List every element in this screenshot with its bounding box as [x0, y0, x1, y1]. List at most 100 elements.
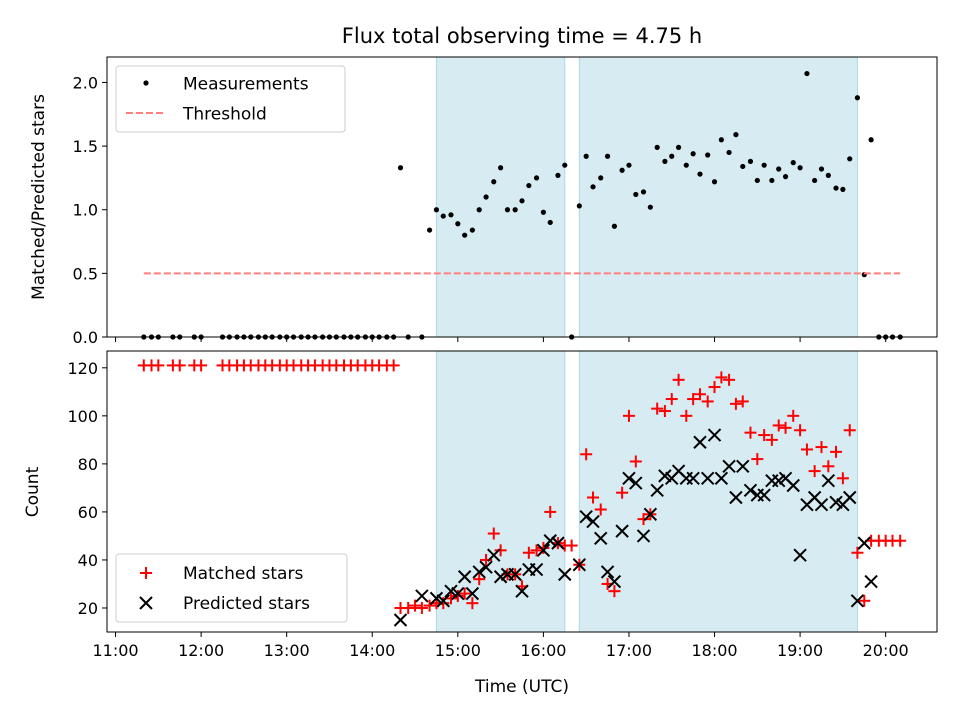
- predicted-star-point: [465, 586, 480, 601]
- measurement-point: [604, 153, 611, 159]
- measurement-point: [598, 175, 604, 181]
- bottom-legend-box: [115, 553, 348, 623]
- measurement-point: [697, 171, 703, 177]
- bot-shaded-region-1: [578, 350, 858, 633]
- matched-star-point: [729, 397, 742, 410]
- matched-star-point: [787, 409, 800, 422]
- measurement-point: [718, 137, 724, 143]
- measurement-point: [847, 156, 853, 162]
- predicted-star-point: [479, 560, 493, 574]
- matched-star-point: [822, 460, 835, 473]
- measurement-point: [754, 177, 760, 184]
- measurement-point: [519, 198, 525, 204]
- measurement-point: [782, 174, 789, 180]
- matched-star-point: [744, 426, 757, 439]
- matched-star-point: [544, 505, 557, 518]
- legend-measurements-marker: [143, 80, 149, 86]
- top-shaded-region-0: [435, 56, 566, 338]
- predicted-star-point: [843, 490, 857, 505]
- bot-y-tick-label: 20: [78, 599, 98, 618]
- bot-y-tick-label: 60: [78, 503, 98, 522]
- matched-star-point: [580, 448, 593, 461]
- predicted-star-point: [529, 562, 544, 577]
- measurement-point: [733, 132, 739, 138]
- measurement-point: [747, 158, 754, 164]
- matched-star-point: [594, 503, 607, 516]
- matched-star-point: [587, 491, 600, 504]
- measurement-point: [555, 172, 561, 178]
- bottom-plot-area: [137, 359, 907, 627]
- legend-matched-label: Matched stars: [183, 564, 303, 584]
- x-tick-label: 19:00: [777, 641, 823, 660]
- top-panel: 0.00.51.01.52.0 Matched/Predicted stars …: [29, 56, 938, 347]
- bot-y-tick-label: 120: [67, 359, 98, 378]
- measurement-point: [512, 207, 518, 213]
- predicted-star-point: [629, 476, 643, 490]
- x-tick-label: 17:00: [606, 641, 652, 660]
- matched-star-point: [715, 371, 728, 384]
- matched-star-point: [637, 513, 650, 526]
- measurement-point: [790, 160, 796, 166]
- matched-star-point: [687, 393, 700, 406]
- measurement-point: [426, 227, 433, 233]
- predicted-star-point: [757, 488, 771, 502]
- predicted-star-point: [579, 510, 593, 524]
- x-tick-label: 20:00: [863, 641, 909, 660]
- measurement-point: [619, 167, 625, 173]
- predicted-star-point: [436, 594, 450, 608]
- measurement-point: [448, 212, 454, 218]
- chart-title: Flux total observing time = 4.75 h: [342, 24, 702, 48]
- predicted-star-point: [515, 584, 529, 598]
- matched-star-point: [487, 527, 500, 540]
- measurement-point: [726, 149, 732, 156]
- matched-star-point: [494, 544, 507, 557]
- top-y-tick-label: 0.0: [73, 328, 98, 347]
- measurement-point: [833, 185, 839, 191]
- matched-star-point: [665, 393, 678, 406]
- matched-star-point: [616, 486, 629, 499]
- matched-star-point: [466, 597, 479, 610]
- measurement-point: [462, 232, 468, 238]
- predicted-star-point: [850, 594, 865, 608]
- measurement-point: [433, 207, 440, 213]
- predicted-star-point: [600, 565, 615, 579]
- x-tick-label: 14:00: [349, 641, 395, 660]
- matched-star-point: [622, 409, 635, 422]
- measurement-point: [825, 172, 831, 178]
- predicted-star-point: [536, 543, 551, 558]
- matched-star-point: [758, 429, 771, 442]
- matched-star-point: [894, 534, 907, 547]
- matched-star-point: [830, 445, 843, 458]
- measurement-point: [547, 219, 553, 226]
- measurement-point: [705, 152, 711, 158]
- measurement-point: [640, 189, 647, 195]
- matched-star-point: [473, 573, 486, 586]
- predicted-star-point: [415, 589, 429, 603]
- predicted-star-point: [451, 586, 465, 601]
- measurement-point: [690, 151, 696, 157]
- measurement-point: [683, 162, 689, 168]
- measurement-point: [711, 179, 718, 185]
- measurement-point: [576, 203, 582, 209]
- x-tick-label: 11:00: [93, 641, 139, 660]
- predicted-star-point: [393, 613, 408, 627]
- matched-star-point: [458, 587, 471, 600]
- measurement-point: [854, 95, 861, 101]
- matched-star-point: [672, 373, 685, 386]
- measurement-point: [504, 207, 511, 213]
- predicted-star-point: [864, 574, 878, 589]
- measurement-point: [797, 165, 803, 171]
- matched-star-point: [152, 359, 165, 372]
- predicted-star-point: [543, 534, 557, 548]
- matched-star-point: [629, 455, 642, 468]
- measurement-point: [647, 204, 653, 210]
- measurement-point: [526, 182, 532, 189]
- matched-star-point: [173, 359, 186, 372]
- predicted-star-point: [572, 558, 587, 572]
- matched-star-point: [680, 409, 693, 422]
- top-legend-box: [115, 65, 346, 133]
- predicted-star-point: [857, 536, 871, 550]
- bottom-shaded-regions: [435, 350, 858, 633]
- measurement-point: [590, 184, 596, 190]
